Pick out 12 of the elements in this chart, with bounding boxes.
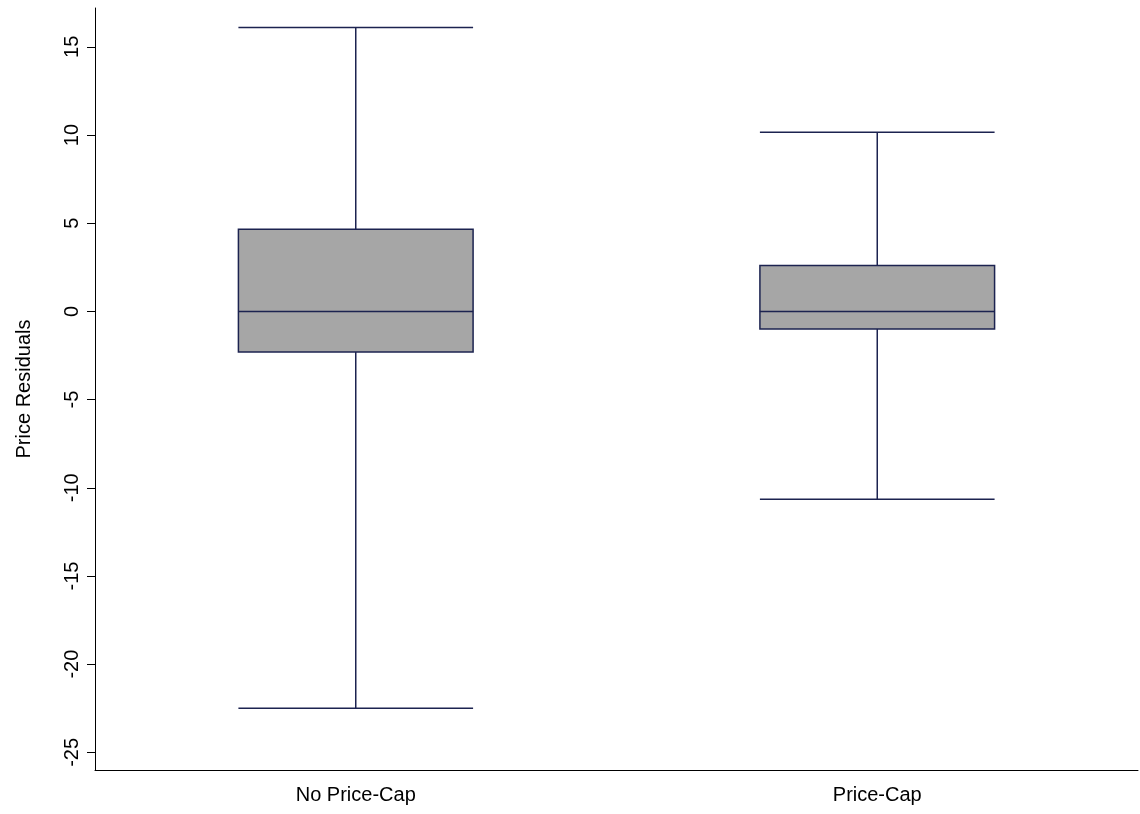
- y-tick-label: -5: [60, 390, 82, 409]
- y-tick-label: -25: [60, 737, 82, 767]
- y-tick-label: 5: [60, 217, 82, 229]
- y-tick-label: 15: [60, 35, 82, 58]
- x-tick-label: No Price-Cap: [295, 783, 416, 805]
- y-tick-label: -15: [60, 561, 82, 591]
- y-tick-label: -20: [60, 649, 82, 679]
- y-axis-title: Price Residuals: [12, 319, 34, 459]
- y-tick-label: 0: [60, 305, 82, 317]
- y-tick-label: 10: [60, 123, 82, 147]
- x-tick-label: Price-Cap: [832, 783, 922, 805]
- y-tick-label: -10: [60, 473, 82, 503]
